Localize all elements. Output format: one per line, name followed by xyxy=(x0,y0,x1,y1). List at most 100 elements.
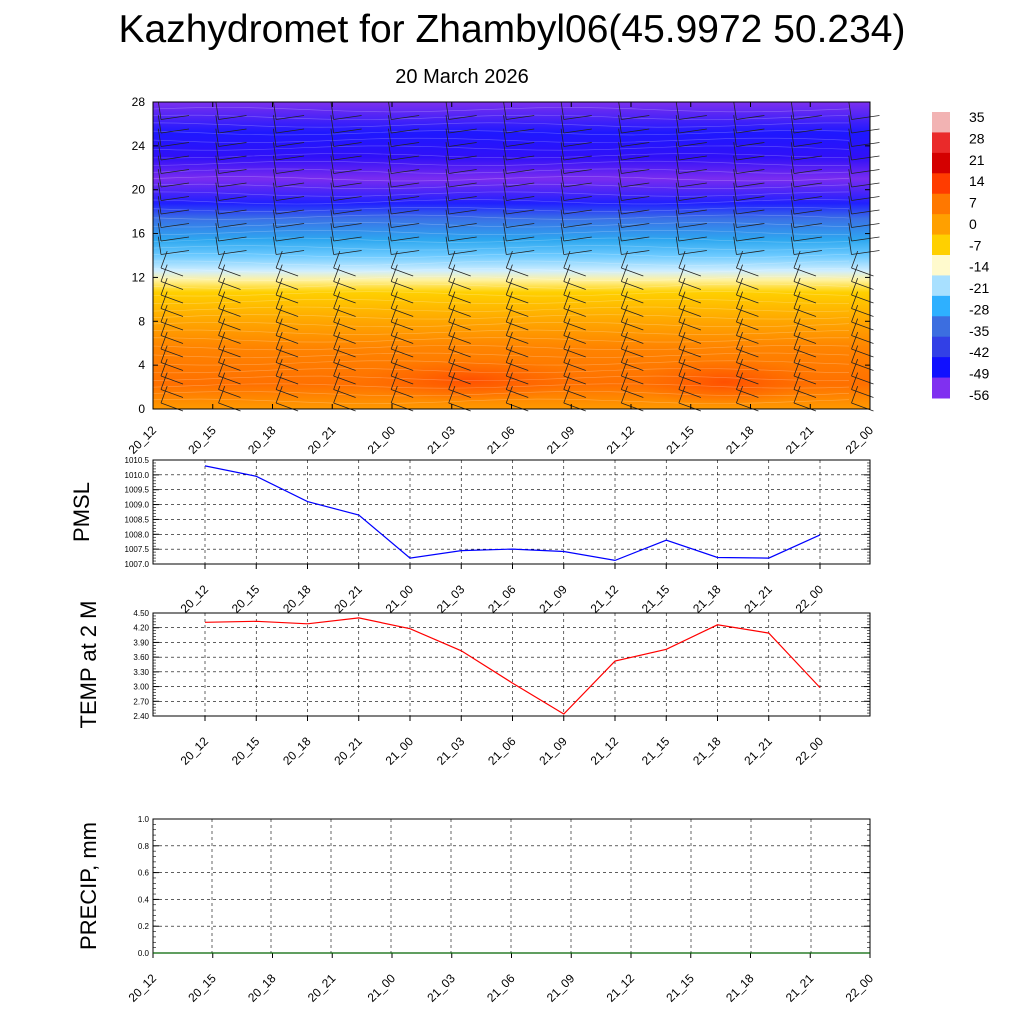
colorbar-label: 0 xyxy=(969,216,977,232)
wind-barb-flag xyxy=(678,277,686,296)
wind-barb-flag xyxy=(736,264,743,282)
wind-barb-shaft xyxy=(621,348,644,358)
wind-barb-flag xyxy=(503,101,507,120)
wind-barb-flag xyxy=(505,372,513,390)
wind-barb-flag xyxy=(851,304,859,323)
wind-barb-flag xyxy=(560,169,565,188)
wind-barb-shaft xyxy=(793,115,823,120)
colorbar-swatch xyxy=(932,132,950,154)
wind-barb-flag xyxy=(333,345,341,363)
y-tick-label: 8 xyxy=(138,314,145,328)
wind-barb-shaft xyxy=(678,267,702,277)
wind-barb-flag xyxy=(790,169,795,188)
wind-barb-flag xyxy=(215,223,219,242)
wind-barb-flag xyxy=(736,331,743,350)
x-tick-label: 21_12 xyxy=(604,423,638,457)
wind-barb-flag xyxy=(620,345,628,363)
wind-barb-flag xyxy=(218,331,226,350)
wind-barb-shaft xyxy=(851,169,880,174)
y-tick-label: 1008.0 xyxy=(125,530,150,539)
heatmap-field xyxy=(153,102,870,409)
colorbar-swatch xyxy=(932,255,950,276)
wind-barb-flag xyxy=(733,142,737,161)
colorbar-label: 21 xyxy=(969,152,985,168)
x-tick-label: 21_03 xyxy=(434,582,468,616)
wind-barb-shaft xyxy=(218,308,241,317)
wind-barb-shaft xyxy=(736,169,765,174)
wind-barb-flag xyxy=(333,291,341,309)
wind-barb-flag xyxy=(620,331,628,350)
contour-line xyxy=(152,275,850,282)
wind-barb-flag xyxy=(503,128,507,147)
x-tick-label: 20_21 xyxy=(331,734,365,768)
wind-barb-shaft xyxy=(563,128,592,134)
contour-line xyxy=(152,398,850,404)
wind-barb-flag xyxy=(275,304,283,323)
wind-barb-shaft xyxy=(736,402,759,412)
wind-barb-shaft xyxy=(333,142,362,147)
wind-barb-flag xyxy=(560,101,565,120)
contour-line xyxy=(152,237,850,243)
wind-barb-flag xyxy=(503,142,507,161)
wind-barb-flag xyxy=(851,264,859,282)
wind-barb-shaft xyxy=(851,196,880,201)
wind-barb-shaft xyxy=(391,155,420,161)
colorbar-swatch xyxy=(932,193,950,215)
wind-barb-flag xyxy=(503,196,507,215)
x-tick-label: 21_21 xyxy=(741,734,775,768)
wind-barb-flag xyxy=(563,304,571,323)
wind-barb-shaft xyxy=(506,250,535,255)
wind-barb-flag xyxy=(388,169,392,188)
wind-barb-flag xyxy=(793,385,801,404)
wind-barb-flag xyxy=(330,236,335,255)
wind-barb-flag xyxy=(848,182,852,201)
wind-barb-flag xyxy=(503,236,507,255)
colorbar-label: -14 xyxy=(969,259,989,275)
wind-barb-shaft xyxy=(448,267,471,277)
wind-barb-shaft xyxy=(506,196,535,201)
wind-barb-flag xyxy=(388,115,392,134)
x-tick-label: 21_06 xyxy=(484,971,518,1005)
wind-barb-flag xyxy=(851,372,859,390)
wind-barb-shaft xyxy=(160,335,184,344)
wind-barb-flag xyxy=(675,209,680,228)
wind-barb-flag xyxy=(618,209,622,228)
wind-barb-flag xyxy=(390,345,398,363)
y-axis-label: PMSL xyxy=(69,482,94,542)
wind-barb-shaft xyxy=(563,169,592,174)
wind-barb-flag xyxy=(793,264,801,282)
wind-barb-shaft xyxy=(736,348,759,358)
precip-panel: 0.0 0.2 0.4 0.6 0.8 1.0 20_12 20_15 20_18 20_21 21… xyxy=(76,815,876,1005)
wind-barb-shaft xyxy=(621,142,650,147)
wind-barb-flag xyxy=(445,128,450,147)
wind-barb-shaft xyxy=(621,155,650,161)
wind-barb-shaft xyxy=(160,155,190,161)
wind-barb-flag xyxy=(563,264,571,282)
colorbar-swatch xyxy=(932,214,950,236)
x-tick-label: 22_00 xyxy=(843,971,877,1005)
x-tick-label: 20_15 xyxy=(229,734,263,768)
wind-barb-flag xyxy=(560,182,565,201)
wind-barb-flag xyxy=(157,169,162,188)
x-tick-label: 20_21 xyxy=(305,423,339,457)
wind-barb-flag xyxy=(445,196,450,215)
wind-barb-flag xyxy=(793,331,801,350)
colorbar-swatch xyxy=(932,295,950,317)
colorbar-label: 35 xyxy=(969,109,985,125)
colorbar-label: 28 xyxy=(969,130,985,146)
wind-barb-flag xyxy=(160,345,168,363)
y-tick-label: 28 xyxy=(132,95,146,109)
wind-barb-shaft xyxy=(218,142,247,147)
wind-barb-shaft xyxy=(218,196,247,201)
wind-barb-flag xyxy=(157,142,162,161)
wind-barb-shaft xyxy=(506,375,529,385)
wind-barb-flag xyxy=(793,291,801,309)
wind-barb-flag xyxy=(160,331,168,350)
wind-barb-shaft xyxy=(736,321,759,331)
x-tick-label: 21_15 xyxy=(663,971,697,1005)
wind-barb-shaft xyxy=(793,402,817,412)
y-tick-label: 3.90 xyxy=(133,638,149,647)
wind-barb-shaft xyxy=(506,402,529,412)
x-tick-label: 20_18 xyxy=(280,582,314,616)
wind-barb-flag xyxy=(848,101,852,120)
